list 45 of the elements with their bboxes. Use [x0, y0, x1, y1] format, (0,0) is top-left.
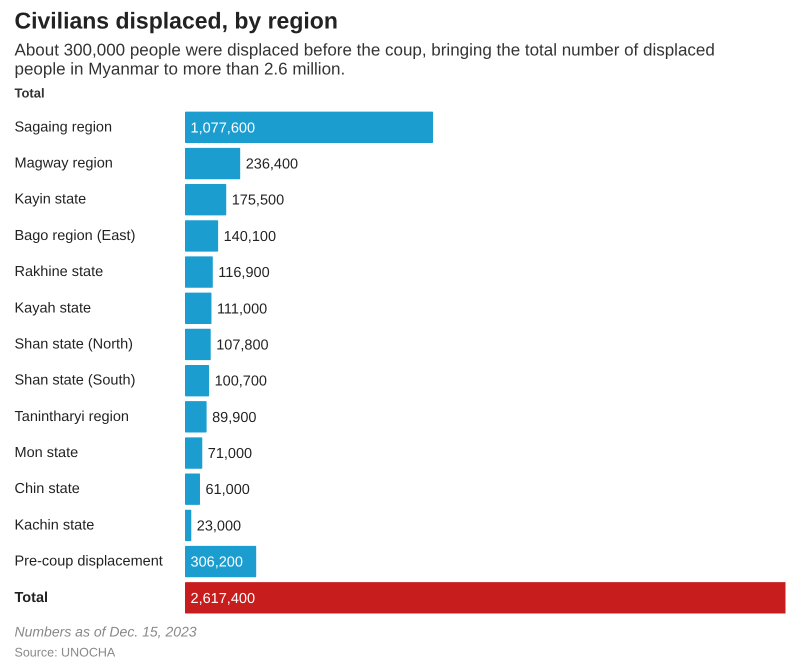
bar: [185, 292, 212, 324]
data-label: 100,700: [214, 374, 268, 390]
data-label: 116,900: [218, 265, 270, 282]
y-tick-label: Pre-coup displacement: [14, 554, 163, 570]
y-tick-label: Total: [14, 590, 48, 606]
bar: [185, 474, 200, 505]
data-label: 2,617,400: [190, 590, 256, 607]
bar: [185, 582, 786, 614]
data-label: 306,200: [190, 554, 243, 571]
bar: [185, 148, 240, 180]
bar: [185, 112, 434, 144]
y-tick-label: Chin state: [14, 481, 80, 498]
source-note: Source: UNOCHA: [14, 646, 116, 660]
bar: [185, 437, 202, 469]
data-label: 23,000: [196, 518, 242, 534]
data-label: 175,500: [232, 192, 284, 209]
data-label: 61,000: [205, 482, 250, 498]
bar: [185, 328, 211, 360]
y-tick-label: Shan state (North): [14, 336, 133, 352]
chart-title: Civilians displaced, by region: [14, 8, 338, 34]
y-tick-label: Kayah state: [14, 300, 92, 316]
text: Numbers as of Dec. 15, 2023: [14, 624, 197, 640]
data-label: 71,000: [208, 446, 252, 462]
y-tick-label: Kayin state: [14, 192, 86, 208]
bar: [185, 184, 226, 216]
y-tick-label: Kachin state: [14, 517, 94, 534]
bar: [185, 256, 213, 288]
y-tick-label: Sagaing region: [14, 119, 112, 136]
y-tick-label: Shan state (South): [14, 372, 136, 389]
y-tick-label: Rakhine state: [14, 264, 104, 280]
bar: [185, 364, 210, 396]
y-tick-label: Magway region: [14, 156, 113, 172]
data-label: 111,000: [216, 301, 268, 318]
y-tick-label: Bago region (East): [14, 228, 136, 244]
data-label: 89,900: [212, 410, 256, 426]
bar: [185, 510, 192, 542]
y-tick-label: Tanintharyi region: [14, 408, 129, 425]
bar: [185, 220, 218, 252]
y-tick-label: Mon state: [14, 445, 78, 462]
data-label: 236,400: [246, 156, 298, 173]
data-label: 1,077,600: [190, 120, 256, 136]
data-label: 107,800: [216, 337, 269, 354]
bar: [185, 401, 207, 433]
data-label: 140,100: [224, 228, 276, 245]
chart-subtitle: About 300,000 people were displaced before the coup, bringing the total number of displaced people in Myanmar to more than 2.6 million.: [14, 40, 715, 78]
